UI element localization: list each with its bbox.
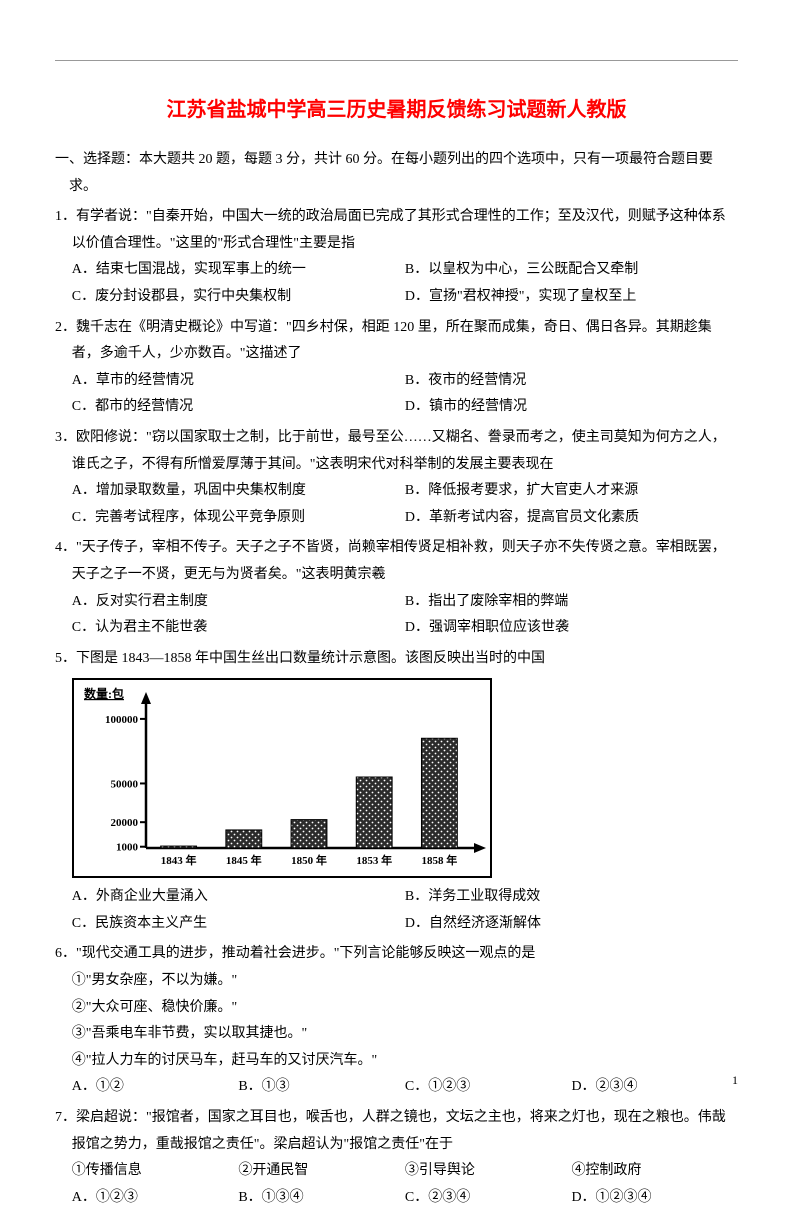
q6-opt-d: D．②③④ (571, 1074, 738, 1101)
svg-text:100000: 100000 (105, 714, 139, 726)
q1-text: 1．有学者说："自秦开始，中国大一统的政治局面已完成了其形式合理性的工作；至及汉… (55, 204, 738, 257)
q6-text: 6．"现代交通工具的进步，推动着社会进步。"下列言论能够反映这一观点的是 (55, 941, 738, 968)
q4-opt-d: D．强调宰相职位应该世袭 (405, 615, 738, 642)
q4-opt-a: A．反对实行君主制度 (72, 589, 405, 616)
q7-s3: ③引导舆论 (405, 1158, 572, 1185)
silk-export-chart: 数量:包 1000 20000 50000 100000 1843 年 1845 年 1850… (72, 678, 492, 878)
q1-opt-c: C．废分封设郡县，实行中央集权制 (72, 284, 405, 311)
document-title: 江苏省盐城中学高三历史暑期反馈练习试题新人教版 (55, 91, 738, 129)
q2-opt-b: B．夜市的经营情况 (405, 368, 738, 395)
q5-opt-d: D．自然经济逐渐解体 (405, 911, 738, 938)
q4-opt-b: B．指出了废除宰相的弊端 (405, 589, 738, 616)
q7-subitems: ①传播信息 ②开通民智 ③引导舆论 ④控制政府 (55, 1158, 738, 1185)
question-1: 1．有学者说："自秦开始，中国大一统的政治局面已完成了其形式合理性的工作；至及汉… (55, 204, 738, 310)
q7-s4: ④控制政府 (571, 1158, 738, 1185)
q3-options: A．增加录取数量，巩固中央集权制度 B．降低报考要求，扩大官吏人才来源 C．完善… (55, 478, 738, 531)
question-6: 6．"现代交通工具的进步，推动着社会进步。"下列言论能够反映这一观点的是 ①"男… (55, 941, 738, 1101)
q6-s4: ④"拉人力车的讨厌马车，赶马车的又讨厌汽车。" (72, 1048, 738, 1075)
q7-s2: ②开通民智 (238, 1158, 405, 1185)
chart-svg: 数量:包 1000 20000 50000 100000 1843 年 1845 年 1850… (74, 680, 490, 876)
q3-opt-a: A．增加录取数量，巩固中央集权制度 (72, 478, 405, 505)
q6-options: A．①② B．①③ C．①②③ D．②③④ (55, 1074, 738, 1101)
q5-opt-c: C．民族资本主义产生 (72, 911, 405, 938)
q6-s2: ②"大众可座、稳快价廉。" (72, 995, 738, 1022)
question-5: 5．下图是 1843—1858 年中国生丝出口数量统计示意图。该图反映出当时的中… (55, 646, 738, 938)
q7-opt-b: B．①③④ (238, 1185, 405, 1211)
q6-subitems: ①"男女杂座，不以为嫌。" ②"大众可座、稳快价廉。" ③"吾乘电车非节费，实以… (55, 968, 738, 1074)
q5-options: A．外商企业大量涌入 B．洋务工业取得成效 C．民族资本主义产生 D．自然经济逐… (55, 884, 738, 937)
q5-opt-a: A．外商企业大量涌入 (72, 884, 405, 911)
q7-opt-a: A．①②③ (72, 1185, 239, 1211)
top-rule (55, 60, 738, 61)
question-2: 2．魏千志在《明清史概论》中写道："四乡村保，相距 120 里，所在聚而成集，奇… (55, 315, 738, 421)
q6-opt-b: B．①③ (238, 1074, 405, 1101)
svg-text:1850 年: 1850 年 (291, 853, 327, 867)
q3-opt-b: B．降低报考要求，扩大官吏人才来源 (405, 478, 738, 505)
q7-options: A．①②③ B．①③④ C．②③④ D．①②③④ (55, 1185, 738, 1211)
q2-opt-d: D．镇市的经营情况 (405, 394, 738, 421)
q6-s1: ①"男女杂座，不以为嫌。" (72, 968, 738, 995)
q7-opt-d: D．①②③④ (571, 1185, 738, 1211)
svg-text:1858 年: 1858 年 (421, 853, 457, 867)
q4-text: 4．"天子传子，宰相不传子。天子之子不皆贤，尚赖宰相传贤足相补救，则天子亦不失传… (55, 535, 738, 588)
question-3: 3．欧阳修说："窃以国家取士之制，比于前世，最号至公……又糊名、誊录而考之，使主… (55, 425, 738, 531)
q1-opt-a: A．结束七国混战，实现军事上的统一 (72, 257, 405, 284)
q2-opt-c: C．都市的经营情况 (72, 394, 405, 421)
svg-text:1853 年: 1853 年 (356, 853, 392, 867)
q6-s3: ③"吾乘电车非节费，实以取其捷也。" (72, 1021, 738, 1048)
q3-opt-d: D．革新考试内容，提高官员文化素质 (405, 505, 738, 532)
section-header: 一、选择题：本大题共 20 题，每题 3 分，共计 60 分。在每小题列出的四个… (55, 147, 738, 200)
svg-text:数量:包: 数量:包 (84, 686, 124, 701)
q4-options: A．反对实行君主制度 B．指出了废除宰相的弊端 C．认为君主不能世袭 D．强调宰… (55, 589, 738, 642)
q2-text: 2．魏千志在《明清史概论》中写道："四乡村保，相距 120 里，所在聚而成集，奇… (55, 315, 738, 368)
q6-opt-a: A．①② (72, 1074, 239, 1101)
q1-opt-d: D．宣扬"君权神授"，实现了皇权至上 (405, 284, 738, 311)
q2-options: A．草市的经营情况 B．夜市的经营情况 C．都市的经营情况 D．镇市的经营情况 (55, 368, 738, 421)
svg-text:1000: 1000 (116, 842, 139, 854)
question-7: 7．梁启超说："报馆者，国家之耳目也，喉舌也，人群之镜也，文坛之主也，将来之灯也… (55, 1105, 738, 1211)
q7-text: 7．梁启超说："报馆者，国家之耳目也，喉舌也，人群之镜也，文坛之主也，将来之灯也… (55, 1105, 738, 1158)
svg-text:1845 年: 1845 年 (226, 853, 262, 867)
q3-text: 3．欧阳修说："窃以国家取士之制，比于前世，最号至公……又糊名、誊录而考之，使主… (55, 425, 738, 478)
q2-opt-a: A．草市的经营情况 (72, 368, 405, 395)
svg-text:50000: 50000 (110, 779, 138, 791)
svg-text:1843 年: 1843 年 (161, 853, 197, 867)
q1-opt-b: B．以皇权为中心，三公既配合又牵制 (405, 257, 738, 284)
page-number: 1 (732, 1069, 738, 1092)
q5-opt-b: B．洋务工业取得成效 (405, 884, 738, 911)
q3-opt-c: C．完善考试程序，体现公平竞争原则 (72, 505, 405, 532)
q7-opt-c: C．②③④ (405, 1185, 572, 1211)
q5-text: 5．下图是 1843—1858 年中国生丝出口数量统计示意图。该图反映出当时的中… (55, 646, 738, 673)
question-4: 4．"天子传子，宰相不传子。天子之子不皆贤，尚赖宰相传贤足相补救，则天子亦不失传… (55, 535, 738, 641)
q7-s1: ①传播信息 (72, 1158, 239, 1185)
q6-opt-c: C．①②③ (405, 1074, 572, 1101)
svg-text:20000: 20000 (110, 817, 138, 829)
q4-opt-c: C．认为君主不能世袭 (72, 615, 405, 642)
q1-options: A．结束七国混战，实现军事上的统一 B．以皇权为中心，三公既配合又牵制 C．废分… (55, 257, 738, 310)
